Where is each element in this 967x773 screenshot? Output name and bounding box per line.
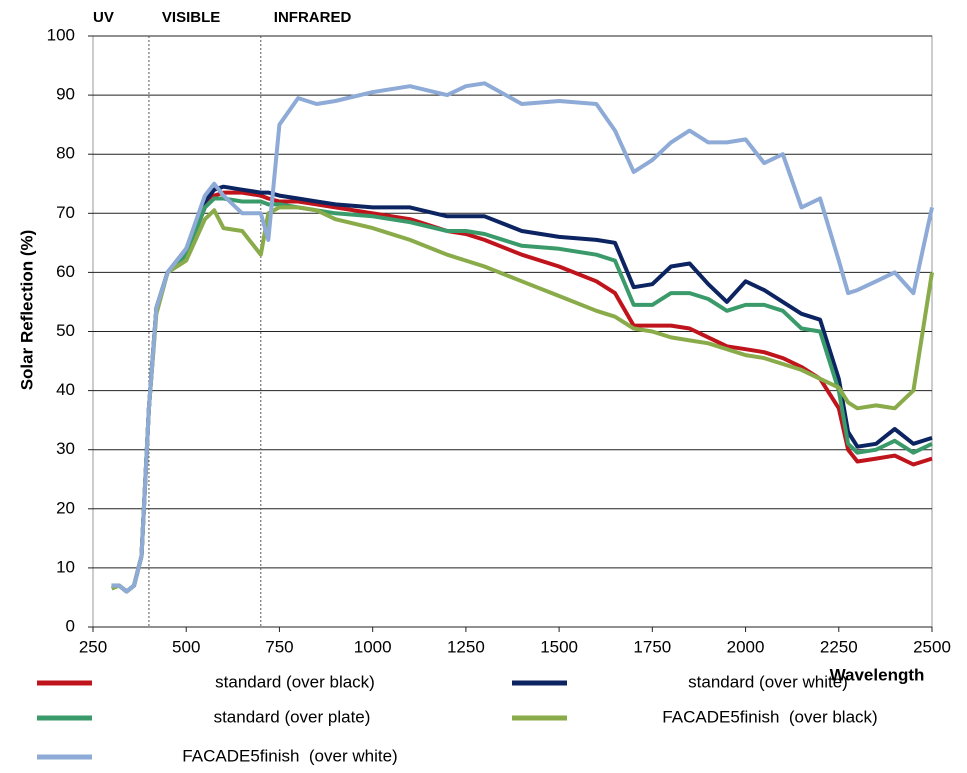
x-tick-label: 250 — [79, 637, 107, 656]
x-tick-label: 500 — [172, 637, 200, 656]
y-tick-label: 30 — [56, 439, 75, 458]
region-label: VISIBLE — [162, 9, 220, 26]
legend-label: standard (over black) — [215, 672, 375, 691]
x-tick-label: 1750 — [633, 637, 671, 656]
x-tick-label: 1250 — [447, 637, 485, 656]
legend-label: FACADE5finish (over black) — [662, 707, 877, 726]
x-tick-label: 1500 — [540, 637, 578, 656]
y-tick-label: 20 — [56, 498, 75, 517]
y-tick-label: 100 — [47, 25, 75, 44]
legend-label: standard (over plate) — [214, 707, 371, 726]
x-tick-label: 2000 — [727, 637, 765, 656]
y-tick-label: 40 — [56, 380, 75, 399]
series-line — [110, 205, 934, 594]
region-label: INFRARED — [274, 9, 352, 26]
x-tick-label: 750 — [265, 637, 293, 656]
y-tick-label: 90 — [56, 85, 75, 104]
y-tick-label: 60 — [56, 262, 75, 281]
legend-label: FACADE5finish (over white) — [182, 746, 397, 765]
series-line — [111, 190, 933, 594]
legend-label: standard (over white) — [688, 672, 848, 691]
x-tick-label: 1000 — [354, 637, 392, 656]
x-tick-label: 2500 — [913, 637, 951, 656]
series-line — [111, 81, 934, 594]
y-tick-label: 10 — [56, 557, 75, 576]
y-tick-label: 0 — [66, 616, 75, 635]
x-tick-label: 2250 — [820, 637, 858, 656]
y-tick-label: 70 — [56, 203, 75, 222]
y-tick-label: 80 — [56, 144, 75, 163]
region-label: UV — [93, 9, 114, 26]
series-line — [111, 196, 933, 594]
y-axis-label: Solar Reflection (%) — [17, 230, 36, 391]
y-tick-label: 50 — [56, 321, 75, 340]
x-axis-label: Wavelength — [830, 665, 925, 684]
